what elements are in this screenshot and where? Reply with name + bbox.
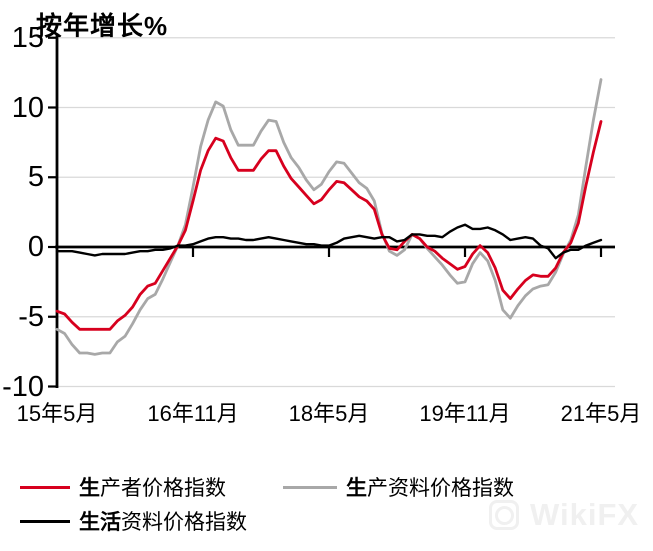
x-tick-label: 21年5月 [560,401,642,426]
y-tick-label: 0 [27,231,44,263]
legend-line-red [20,485,70,489]
legend-label-consumer-goods-price-index: 生活资料价格指数 [79,506,247,536]
x-tick-label: 16年11月 [147,401,239,426]
y-tick-label: -10 [2,370,44,403]
legend-item-producer-goods-price-index: 生产资料价格指数 [283,472,514,502]
legend-label-bold: 生活 [79,511,121,534]
legend-label-bold: 生 [346,477,367,500]
legend-label-rest: 资料价格指数 [121,511,247,534]
y-tick-label: -5 [18,300,44,333]
legend-item-consumer-goods-price-index: 生活资料价格指数 [20,506,247,536]
wikifx-logo-icon [489,500,519,530]
legend-label-producer-goods-price-index: 生产资料价格指数 [346,472,514,502]
x-tick-label: 18年5月 [288,401,370,426]
series-line-producer-price-index [55,120,603,331]
y-tick-label: 10 [11,91,44,124]
y-tick-label: 15 [11,21,44,54]
watermark-text: WikiFX [530,497,640,532]
legend-line-black [20,519,70,523]
series-line-producer-goods-price-index [55,78,603,356]
series-line-consumer-goods-price-index [55,223,603,260]
y-tick-label: 5 [27,161,44,194]
legend-label-rest: 产者价格指数 [100,477,226,500]
legend-label-producer-price-index: 生产者价格指数 [79,472,226,502]
legend-label-bold: 生 [79,477,100,500]
legend-line-gray [283,485,337,489]
watermark: WikiFX [489,499,639,531]
x-tick-label: 19年11月 [419,401,511,426]
legend-item-producer-price-index: 生产者价格指数 [20,472,226,502]
legend-label-rest: 产资料价格指数 [367,477,514,500]
x-tick-label: 15年5月 [16,401,98,426]
